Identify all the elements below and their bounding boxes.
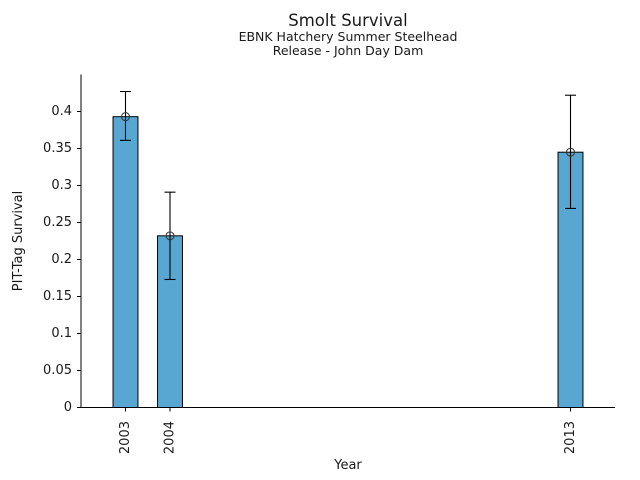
y-tick-label: 0.05: [43, 363, 72, 378]
y-axis-title: PIT-Tag Survival: [11, 191, 26, 291]
x-tick-label-2003: 2003: [118, 421, 133, 454]
chart-title: Smolt Survival: [288, 11, 407, 30]
value-marker-2004: [165, 231, 175, 241]
y-tick-label: 0.1: [51, 326, 72, 341]
y-tick-label: 0.25: [43, 215, 72, 230]
x-axis-title: Year: [333, 458, 362, 473]
plot-area: 0 0.05 0.1 0.15 0.2 0.25 0.3 0.35 0.4 2003 2004 201…: [43, 74, 615, 454]
y-tick-label: 0.3: [51, 178, 72, 193]
y-tick-label: 0: [64, 400, 72, 415]
y-tick-label: 0.35: [43, 141, 72, 156]
value-marker-2003: [121, 112, 130, 122]
value-marker-2013: [566, 147, 575, 157]
x-tick-label-2013: 2013: [563, 421, 578, 454]
chart-subtitle-line1: EBNK Hatchery Summer Steelhead: [239, 29, 458, 44]
y-tick-label: 0.2: [51, 252, 72, 267]
bar-2003: [112, 116, 139, 409]
y-tick-label: 0.4: [51, 104, 72, 119]
x-tick-label-2004: 2004: [163, 421, 178, 454]
chart-subtitle-line2: Release - John Day Dam: [273, 43, 424, 58]
y-tick-label: 0.15: [43, 289, 72, 304]
